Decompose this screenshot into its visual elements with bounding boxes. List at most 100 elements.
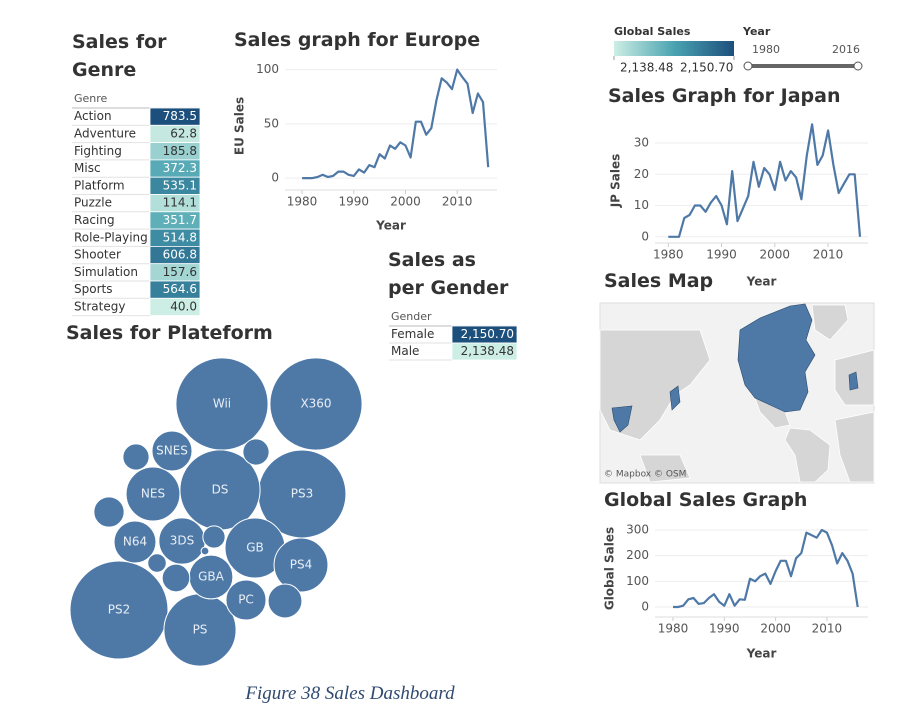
- bubble: [122, 443, 150, 471]
- filter-label: 1980: [752, 43, 780, 56]
- filter-label: 2016: [832, 43, 860, 56]
- cell-value: 783.5: [163, 109, 197, 123]
- chart-title: Sales as per Gender: [388, 249, 509, 299]
- chart-title: Global Sales Graph: [604, 489, 808, 511]
- x-tick-label: 1980: [658, 622, 689, 636]
- map-land: [639, 454, 691, 483]
- map-region: [848, 371, 859, 391]
- row-label: Sports: [74, 282, 112, 296]
- x-axis-label: Year: [746, 275, 777, 289]
- line-series: [302, 68, 490, 180]
- y-tick-label: 200: [626, 548, 649, 562]
- x-tick-label: 1990: [706, 248, 737, 262]
- cell-value: 535.1: [163, 178, 197, 192]
- filter-title: Year: [742, 25, 771, 38]
- row-label: Simulation: [74, 265, 138, 279]
- column-header: Genre: [74, 92, 108, 105]
- row-label: Racing: [74, 213, 115, 227]
- y-tick-label: 20: [634, 167, 649, 181]
- x-tick-label: 1990: [338, 195, 369, 209]
- row-label: Misc: [74, 161, 101, 175]
- cell-value: 40.0: [170, 299, 197, 313]
- map-attribution: © Mapbox © OSM: [604, 470, 686, 480]
- map-land: [834, 411, 875, 483]
- row-label: Adventure: [74, 126, 136, 140]
- row-label: Puzzle: [74, 196, 112, 210]
- row-label: Male: [391, 344, 419, 358]
- cell-value: 564.6: [163, 282, 197, 296]
- map-land: [784, 427, 831, 483]
- bubble: [267, 583, 303, 619]
- x-tick-label: 2010: [812, 622, 843, 636]
- cell-value: 157.6: [163, 265, 197, 279]
- bubble-label: 3DS: [170, 534, 195, 548]
- y-axis-label: Global Sales: [603, 527, 617, 610]
- map-region: [669, 385, 681, 411]
- bubble-label: PS3: [291, 487, 314, 501]
- bubble-label: Wii: [213, 397, 231, 411]
- map-land: [811, 304, 849, 341]
- row-label: Fighting: [74, 144, 122, 158]
- x-tick-label: 2000: [760, 248, 791, 262]
- bubble: [151, 430, 193, 472]
- y-tick-label: 0: [641, 229, 649, 243]
- x-axis-label: Year: [375, 219, 406, 233]
- map-region: [737, 303, 816, 413]
- bubble-label: PS4: [290, 558, 313, 572]
- bubble-label: X360: [300, 397, 331, 411]
- y-tick-label: 0: [271, 171, 279, 185]
- legend-label: 2,150.70: [680, 61, 733, 75]
- chart-title: Sales for Genre: [72, 31, 167, 81]
- line-series: [673, 528, 859, 609]
- table-cell: [149, 297, 201, 316]
- cell-value: 114.1: [163, 196, 197, 210]
- x-tick-label: 1990: [709, 622, 740, 636]
- legend-gradient: [614, 41, 734, 56]
- bubble: [225, 579, 267, 621]
- cell-value: 2,138.48: [461, 344, 514, 358]
- bubble-label: NES: [141, 487, 165, 501]
- bubble: [273, 537, 329, 593]
- x-tick-label: 2010: [813, 248, 844, 262]
- legend-label: 2,138.48: [620, 61, 673, 75]
- row-label: Shooter: [74, 248, 121, 262]
- y-tick-label: 0: [641, 599, 649, 613]
- line-series: [668, 123, 862, 238]
- chart-title: Sales Graph for Japan: [608, 85, 841, 107]
- map: © Mapbox © OSM: [599, 302, 875, 484]
- cell-value: 185.8: [163, 144, 197, 158]
- row-label: Female: [391, 327, 434, 341]
- slider-handle[interactable]: [853, 61, 863, 71]
- y-tick-label: 30: [634, 136, 649, 150]
- bubble-label: GB: [246, 541, 264, 555]
- cell-value: 514.8: [163, 230, 197, 244]
- row-label: Platform: [74, 178, 125, 192]
- bubble: [202, 525, 226, 549]
- cell-value: 2,150.70: [461, 327, 514, 341]
- bubble: [113, 520, 157, 564]
- y-axis-label: EU Sales: [233, 97, 247, 155]
- table-cell: [451, 342, 518, 361]
- x-tick-label: 2010: [442, 195, 473, 209]
- x-axis-label: Year: [746, 647, 777, 661]
- row-label: Strategy: [74, 299, 125, 313]
- y-axis-label: JP Sales: [609, 154, 623, 209]
- legend-title: Global Sales: [614, 25, 691, 38]
- bubble-label: SNES: [156, 444, 188, 458]
- bubble-label: DS: [212, 483, 229, 497]
- cell-value: 62.8: [170, 126, 197, 140]
- x-tick-label: 1980: [653, 248, 684, 262]
- bubble-label: GBA: [198, 570, 225, 584]
- bubble: [69, 560, 169, 660]
- bubble-label: PS: [193, 623, 208, 637]
- bubble: [242, 438, 270, 466]
- map-region: [611, 405, 633, 433]
- caption: Figure 38 Sales Dashboard: [245, 683, 455, 704]
- bubble-label: N64: [123, 535, 147, 549]
- cell-value: 606.8: [163, 248, 197, 262]
- slider-handle[interactable]: [743, 61, 753, 71]
- x-tick-label: 2000: [760, 622, 791, 636]
- bubble: [269, 357, 363, 451]
- bubble: [200, 546, 210, 556]
